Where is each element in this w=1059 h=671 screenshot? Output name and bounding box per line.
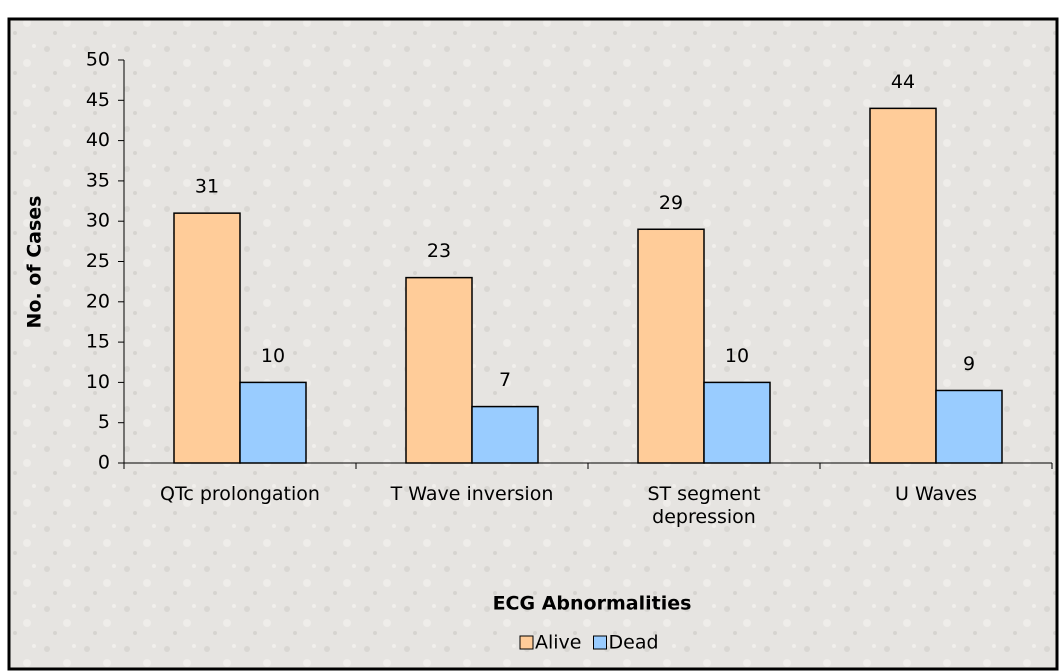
value-label: 7 — [499, 369, 511, 391]
y-tick-label: 50 — [86, 49, 110, 71]
bar — [637, 228, 705, 464]
bar — [471, 405, 539, 464]
legend-swatch — [593, 635, 607, 650]
y-tick-label: 15 — [86, 331, 110, 353]
bar — [239, 381, 307, 464]
y-tick-label: 20 — [86, 290, 110, 312]
bar — [935, 389, 1003, 464]
y-tick-label: 5 — [98, 411, 110, 433]
y-tick-label: 30 — [86, 210, 110, 232]
value-label: 10 — [261, 345, 285, 367]
value-label: 44 — [891, 71, 915, 93]
x-tick-label: QTc prolongation — [160, 483, 320, 505]
x-tick-label: T Wave inversion — [390, 483, 554, 505]
legend-swatch — [519, 635, 534, 650]
x-tick-label: U Waves — [895, 483, 977, 505]
y-tick-label: 10 — [86, 371, 110, 393]
value-label: 9 — [963, 353, 975, 375]
y-tick-label: 25 — [86, 250, 110, 272]
y-axis-title: No. of Cases — [24, 196, 46, 329]
y-tick-label: 35 — [86, 169, 110, 191]
value-label: 29 — [659, 192, 683, 214]
y-tick-label: 0 — [98, 452, 110, 474]
bar — [703, 381, 771, 464]
legend-label: Dead — [609, 632, 659, 654]
bar — [869, 107, 937, 464]
bar — [173, 212, 241, 464]
y-tick-label: 45 — [86, 89, 110, 111]
x-axis-title: ECG Abnormalities — [493, 593, 692, 615]
legend-label: Alive — [535, 632, 582, 654]
bar — [405, 276, 473, 464]
value-label: 10 — [725, 345, 749, 367]
x-tick-label: ST segment depression — [647, 483, 761, 528]
value-label: 23 — [427, 240, 451, 262]
y-tick-label: 40 — [86, 129, 110, 151]
value-label: 31 — [195, 176, 219, 198]
